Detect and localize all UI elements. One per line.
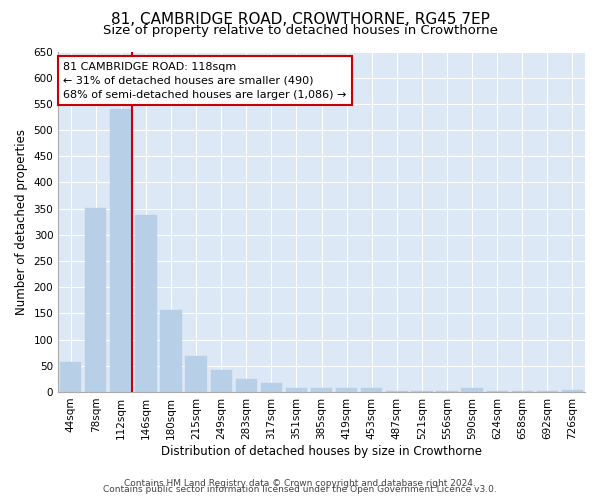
- Bar: [336, 388, 358, 392]
- Bar: [311, 388, 332, 392]
- Bar: [261, 382, 282, 392]
- Bar: [60, 362, 82, 392]
- Bar: [361, 388, 382, 392]
- Text: Contains HM Land Registry data © Crown copyright and database right 2024.: Contains HM Land Registry data © Crown c…: [124, 478, 476, 488]
- Bar: [411, 391, 433, 392]
- Bar: [85, 208, 106, 392]
- Text: Contains public sector information licensed under the Open Government Licence v3: Contains public sector information licen…: [103, 485, 497, 494]
- Bar: [562, 390, 583, 392]
- Bar: [286, 388, 307, 392]
- Bar: [110, 108, 131, 392]
- Y-axis label: Number of detached properties: Number of detached properties: [15, 128, 28, 314]
- Bar: [236, 379, 257, 392]
- Bar: [160, 310, 182, 392]
- X-axis label: Distribution of detached houses by size in Crowthorne: Distribution of detached houses by size …: [161, 444, 482, 458]
- Bar: [136, 216, 157, 392]
- Bar: [185, 356, 207, 392]
- Bar: [487, 391, 508, 392]
- Text: Size of property relative to detached houses in Crowthorne: Size of property relative to detached ho…: [103, 24, 497, 37]
- Bar: [386, 391, 407, 392]
- Bar: [211, 370, 232, 392]
- Bar: [537, 391, 558, 392]
- Bar: [512, 391, 533, 392]
- Text: 81, CAMBRIDGE ROAD, CROWTHORNE, RG45 7EP: 81, CAMBRIDGE ROAD, CROWTHORNE, RG45 7EP: [110, 12, 490, 28]
- Text: 81 CAMBRIDGE ROAD: 118sqm
← 31% of detached houses are smaller (490)
68% of semi: 81 CAMBRIDGE ROAD: 118sqm ← 31% of detac…: [64, 62, 347, 100]
- Bar: [436, 391, 458, 392]
- Bar: [461, 388, 483, 392]
